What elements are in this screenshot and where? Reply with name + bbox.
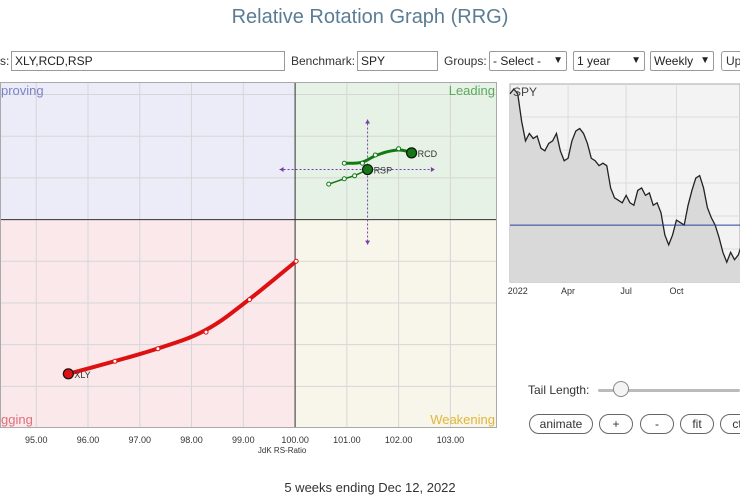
spy-price-line bbox=[509, 87, 740, 264]
x-tick-label: 95.00 bbox=[25, 435, 48, 445]
series-label-rcd: RCD bbox=[418, 149, 438, 159]
crosshair-arrow-up bbox=[365, 119, 371, 124]
rrg-tails: XLY RCD RSP bbox=[62, 146, 438, 380]
fit-button[interactable]: fit bbox=[680, 414, 714, 434]
x-tick-label: 102.00 bbox=[385, 435, 413, 445]
tail-point bbox=[372, 152, 378, 158]
tail-point bbox=[341, 160, 347, 166]
tail-rcd bbox=[342, 148, 414, 165]
x-tick-label: 100.00 bbox=[281, 435, 309, 445]
tail-point bbox=[341, 176, 347, 182]
tail-xly bbox=[66, 259, 299, 376]
series-label-rsp: RSP bbox=[374, 166, 393, 176]
groups-select-value: - Select - bbox=[493, 54, 542, 68]
chevron-down-icon: ▼ bbox=[631, 55, 641, 66]
x-tick-label: 96.00 bbox=[77, 435, 100, 445]
footer-status: 5 weeks ending Dec 12, 2022 bbox=[284, 480, 456, 495]
tail-point bbox=[293, 258, 299, 264]
tail-length-label: Tail Length: bbox=[528, 383, 590, 397]
groups-select[interactable]: - Select - ▼ bbox=[489, 51, 567, 71]
spy-x-tick-label: Jul bbox=[620, 286, 632, 296]
symbols-input[interactable]: XLY,RCD,RSP bbox=[11, 51, 285, 71]
rrg-grid: 95.00 96.00 97.00 98.00 99.00 100.00 101.00 102… bbox=[0, 82, 497, 455]
tail-point bbox=[352, 173, 358, 179]
rrg-crosshair bbox=[279, 119, 435, 245]
quadrant-label-lagging: gging bbox=[1, 412, 33, 427]
spy-label: SPY bbox=[513, 85, 537, 99]
spy-x-tick-label: 2022 bbox=[508, 286, 528, 296]
plot-border bbox=[0, 82, 497, 428]
chevron-down-icon: ▼ bbox=[553, 55, 563, 66]
tail-point bbox=[396, 146, 402, 152]
quadrant-label-weakening: Weakening bbox=[430, 412, 495, 427]
tail-length-slider[interactable] bbox=[598, 389, 740, 392]
symbols-label: s: bbox=[0, 54, 10, 68]
spy-x-tick-label: Oct bbox=[669, 286, 684, 296]
benchmark-label: Benchmark: bbox=[291, 54, 356, 68]
tail-point bbox=[247, 297, 253, 303]
x-tick-label: 101.00 bbox=[333, 435, 361, 445]
page-title: Relative Rotation Graph (RRG) bbox=[231, 6, 509, 28]
tail-head-rsp bbox=[361, 163, 374, 176]
x-axis-label: JdK RS-Ratio bbox=[258, 446, 307, 455]
chevron-down-icon: ▼ bbox=[700, 55, 710, 66]
update-button[interactable]: Up bbox=[721, 51, 740, 71]
crosshair-arrow-right bbox=[430, 167, 435, 173]
spy-price-area bbox=[510, 88, 740, 282]
x-tick-label: 98.00 bbox=[180, 435, 203, 445]
x-tick-label: 103.00 bbox=[437, 435, 465, 445]
weakening-quadrant bbox=[295, 219, 497, 428]
improving-quadrant bbox=[0, 82, 296, 220]
tail-length-slider-handle[interactable] bbox=[613, 381, 629, 397]
tail-point bbox=[112, 358, 118, 364]
spy-x-tick-label: Apr bbox=[561, 286, 575, 296]
center-button[interactable]: ct bbox=[720, 414, 740, 434]
animate-button[interactable]: animate bbox=[529, 414, 593, 434]
x-tick-label: 97.00 bbox=[129, 435, 152, 445]
lagging-quadrant bbox=[0, 219, 296, 428]
series-label-xly: XLY bbox=[74, 370, 90, 380]
x-tick-label: 99.00 bbox=[232, 435, 255, 445]
period-select[interactable]: 1 year ▼ bbox=[573, 51, 645, 71]
tail-head-rcd bbox=[405, 147, 418, 159]
quadrant-label-improving: proving bbox=[1, 83, 44, 98]
interval-select[interactable]: Weekly ▼ bbox=[650, 51, 714, 71]
period-select-value: 1 year bbox=[577, 54, 611, 68]
crosshair-arrow-left bbox=[279, 167, 284, 173]
tail-point bbox=[326, 181, 332, 187]
benchmark-input[interactable]: SPY bbox=[357, 51, 438, 71]
zoom-out-button[interactable]: - bbox=[640, 414, 674, 434]
interval-select-value: Weekly bbox=[654, 54, 694, 68]
tail-point bbox=[359, 160, 365, 166]
tail-head-xly bbox=[62, 368, 74, 380]
zoom-in-button[interactable]: + bbox=[599, 414, 633, 434]
spy-chart: 2022 Apr Jul Oct SPY bbox=[508, 83, 740, 296]
rrg-labels: proving Leading gging Weakening bbox=[1, 83, 495, 427]
crosshair-arrow-down bbox=[365, 240, 371, 245]
quadrant-label-leading: Leading bbox=[449, 83, 495, 98]
tail-point bbox=[203, 329, 209, 335]
rrg-chart: 95.00 96.00 97.00 98.00 99.00 100.00 101.00 102… bbox=[0, 82, 497, 455]
groups-label: Groups: bbox=[444, 54, 487, 68]
tail-point bbox=[155, 346, 161, 352]
